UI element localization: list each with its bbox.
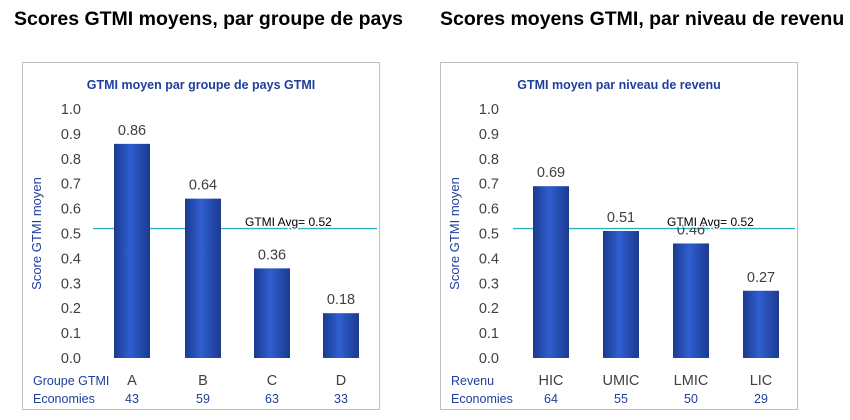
y-tick-label: 0.4: [61, 251, 81, 267]
average-label: GTMI Avg= 0.52: [245, 215, 332, 229]
y-tick-label: 0.1: [61, 326, 81, 342]
count-row-label: Economies: [33, 392, 95, 406]
y-tick-label: 0.5: [61, 227, 81, 243]
x-tick-label: D: [336, 373, 346, 389]
count-row-label: Economies: [451, 392, 513, 406]
economy-count: 64: [544, 392, 558, 406]
x-tick-label: A: [127, 373, 137, 389]
y-tick-label: 0.2: [61, 301, 81, 317]
y-tick-label: 1.0: [479, 102, 499, 118]
bar: [323, 313, 359, 358]
average-label: GTMI Avg= 0.52: [667, 215, 754, 229]
y-axis-title: Score GTMI moyen: [29, 177, 44, 290]
bar-value-label: 0.46: [677, 222, 705, 238]
left-page-title: Scores GTMI moyens, par groupe de pays: [14, 8, 404, 30]
economy-count: 55: [614, 392, 628, 406]
y-tick-label: 1.0: [61, 102, 81, 118]
category-row-label: Groupe GTMI: [33, 374, 109, 388]
y-tick-label: 0.8: [61, 152, 81, 168]
x-tick-label: LIC: [750, 373, 773, 389]
bar: [533, 186, 569, 358]
bar: [743, 290, 779, 358]
economy-count: 29: [754, 392, 768, 406]
bar-value-label: 0.69: [537, 165, 565, 181]
y-tick-label: 0.7: [61, 177, 81, 193]
y-tick-label: 0.0: [61, 351, 81, 367]
y-tick-label: 0.6: [61, 202, 81, 218]
bar: [254, 268, 290, 358]
y-tick-label: 0.9: [479, 127, 499, 143]
bar-value-label: 0.86: [118, 123, 146, 139]
y-tick-label: 0.1: [479, 326, 499, 342]
economy-count: 33: [334, 392, 348, 406]
y-tick-label: 0.5: [479, 227, 499, 243]
y-tick-label: 0.9: [61, 127, 81, 143]
bar-value-label: 0.36: [258, 247, 286, 263]
economy-count: 63: [265, 392, 279, 406]
category-row-label: Revenu: [451, 374, 494, 388]
x-tick-label: B: [198, 373, 208, 389]
economy-count: 43: [125, 392, 139, 406]
y-tick-label: 0.0: [479, 351, 499, 367]
bar: [114, 143, 150, 358]
economy-count: 50: [684, 392, 698, 406]
y-tick-label: 0.8: [479, 152, 499, 168]
chart-income-level: GTMI moyen par niveau de revenu Score GTM…: [447, 78, 795, 406]
bar: [603, 231, 639, 358]
chart-panel-income-level: GTMI moyen par niveau de revenu Score GTM…: [440, 62, 798, 410]
economy-count: 59: [196, 392, 210, 406]
bar-value-label: 0.64: [189, 178, 217, 194]
y-tick-label: 0.2: [479, 301, 499, 317]
chart-title: GTMI moyen par niveau de revenu: [517, 78, 721, 92]
y-tick-label: 0.7: [479, 177, 499, 193]
bar: [673, 243, 709, 358]
x-tick-label: HIC: [539, 373, 564, 389]
x-tick-label: C: [267, 373, 277, 389]
y-tick-label: 0.3: [479, 276, 499, 292]
bar-value-label: 0.27: [747, 270, 775, 286]
chart-title: GTMI moyen par groupe de pays GTMI: [87, 78, 316, 92]
y-tick-label: 0.6: [479, 202, 499, 218]
bar: [185, 198, 221, 358]
bar-value-label: 0.18: [327, 292, 355, 308]
y-tick-label: 0.4: [479, 251, 499, 267]
y-axis-title: Score GTMI moyen: [447, 177, 462, 290]
x-tick-label: LMIC: [674, 373, 709, 389]
y-tick-label: 0.3: [61, 276, 81, 292]
chart-panel-country-group: GTMI moyen par groupe de pays GTMI Score …: [22, 62, 380, 410]
bar-value-label: 0.51: [607, 210, 635, 226]
chart-country-group: GTMI moyen par groupe de pays GTMI Score …: [29, 78, 377, 406]
right-page-title: Scores moyens GTMI, par niveau de revenu: [440, 8, 845, 30]
x-tick-label: UMIC: [602, 373, 639, 389]
